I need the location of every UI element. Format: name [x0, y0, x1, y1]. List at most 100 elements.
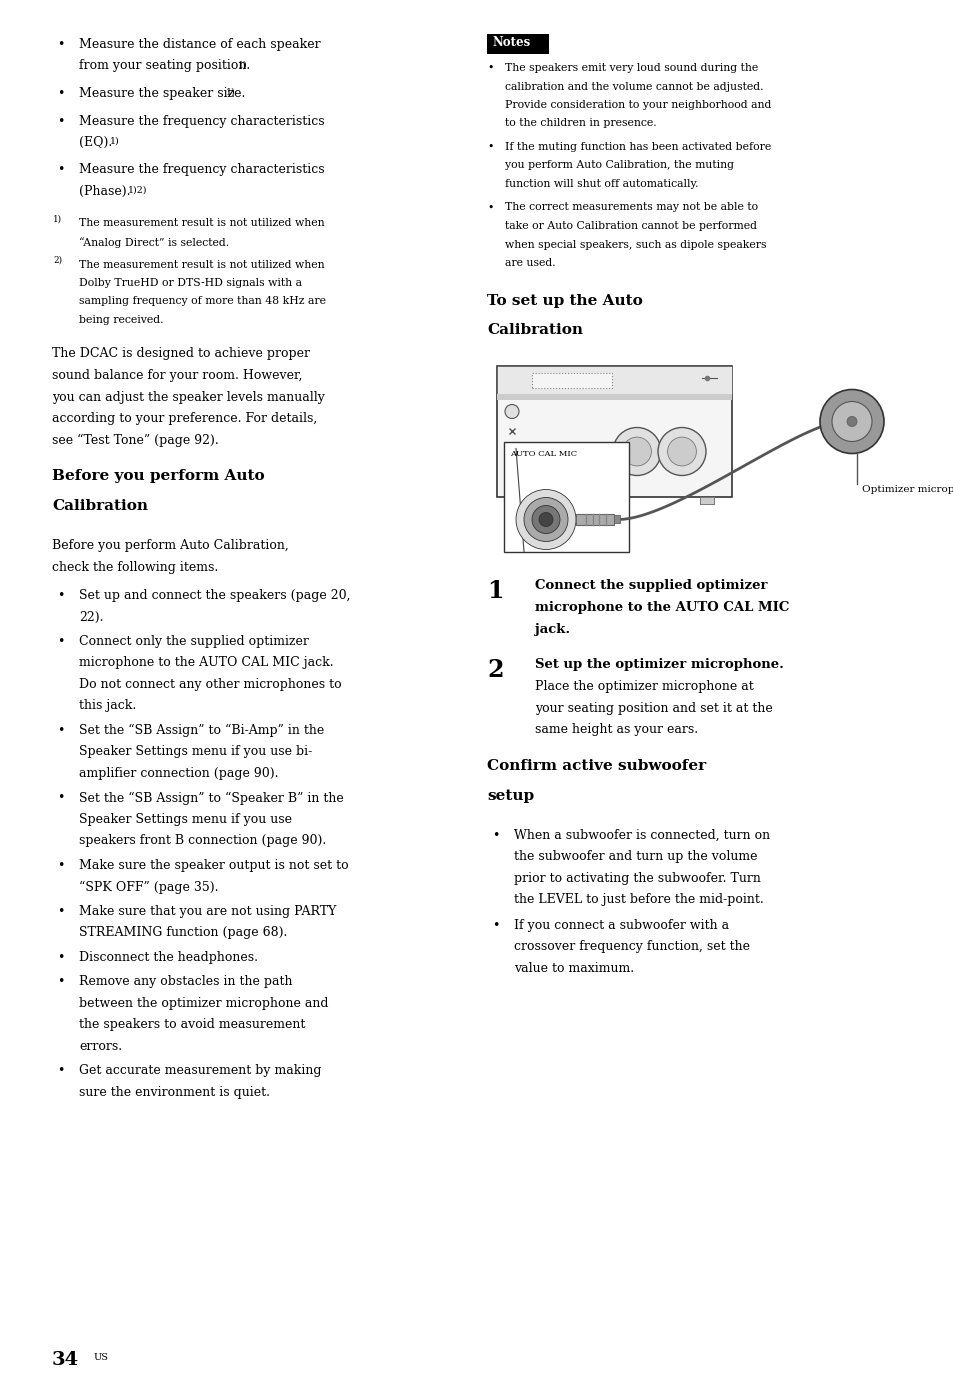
Text: sound balance for your room. However,: sound balance for your room. However, [52, 369, 302, 382]
Text: Before you perform Auto: Before you perform Auto [52, 470, 264, 483]
Text: calibration and the volume cannot be adjusted.: calibration and the volume cannot be adj… [504, 81, 762, 92]
Text: 2: 2 [486, 658, 503, 682]
Text: same height as your ears.: same height as your ears. [535, 724, 698, 736]
Text: from your seating position.: from your seating position. [79, 59, 250, 73]
Text: •: • [57, 163, 64, 177]
Bar [497, 367, 731, 497]
Circle shape [532, 505, 559, 534]
Text: (EQ).: (EQ). [79, 136, 112, 150]
Text: 1)2): 1)2) [128, 185, 147, 195]
Bar [486, 34, 548, 54]
Text: you perform Auto Calibration, the muting: you perform Auto Calibration, the muting [504, 161, 733, 170]
Bar [576, 514, 614, 524]
Text: •: • [57, 86, 64, 100]
Text: Disconnect the headphones.: Disconnect the headphones. [79, 951, 257, 964]
Text: Calibration: Calibration [486, 324, 582, 338]
Text: Set the “SB Assign” to “Speaker B” in the: Set the “SB Assign” to “Speaker B” in th… [79, 791, 343, 805]
Text: you can adjust the speaker levels manually: you can adjust the speaker levels manual… [52, 390, 325, 404]
Text: Get accurate measurement by making: Get accurate measurement by making [79, 1064, 321, 1078]
Text: the subwoofer and turn up the volume: the subwoofer and turn up the volume [514, 850, 757, 864]
Text: setup: setup [486, 789, 534, 803]
Bar [503, 442, 628, 552]
Text: If the muting function has been activated before: If the muting function has been activate… [504, 141, 770, 152]
Circle shape [820, 390, 883, 453]
Text: Measure the frequency characteristics: Measure the frequency characteristics [79, 114, 324, 128]
Text: 1: 1 [486, 578, 503, 603]
Text: •: • [57, 589, 64, 601]
Bar [700, 497, 713, 504]
Text: The DCAC is designed to achieve proper: The DCAC is designed to achieve proper [52, 347, 310, 361]
Text: •: • [486, 63, 493, 73]
Text: •: • [57, 114, 64, 128]
Text: Speaker Settings menu if you use bi-: Speaker Settings menu if you use bi- [79, 746, 312, 758]
Text: US: US [94, 1352, 109, 1362]
Text: Dolby TrueHD or DTS-HD signals with a: Dolby TrueHD or DTS-HD signals with a [79, 277, 302, 288]
Text: The correct measurements may not be able to: The correct measurements may not be able… [504, 202, 758, 213]
Text: 1): 1) [53, 214, 62, 224]
Text: function will shut off automatically.: function will shut off automatically. [504, 178, 698, 189]
Bar [522, 445, 531, 452]
Circle shape [831, 401, 871, 442]
Text: Measure the distance of each speaker: Measure the distance of each speaker [79, 38, 320, 51]
Text: sure the environment is quiet.: sure the environment is quiet. [79, 1086, 270, 1098]
Text: (Phase).: (Phase). [79, 185, 131, 198]
Text: •: • [486, 202, 493, 213]
Text: the LEVEL to just before the mid-point.: the LEVEL to just before the mid-point. [514, 894, 763, 906]
Text: 1): 1) [110, 137, 120, 146]
Circle shape [846, 416, 856, 427]
Text: speakers front B connection (page 90).: speakers front B connection (page 90). [79, 835, 326, 847]
Text: 2): 2) [53, 255, 62, 265]
Text: Calibration: Calibration [52, 498, 148, 514]
Text: STREAMING function (page 68).: STREAMING function (page 68). [79, 927, 287, 939]
Text: are used.: are used. [504, 258, 555, 268]
Text: amplifier connection (page 90).: amplifier connection (page 90). [79, 768, 278, 780]
Bar [497, 394, 731, 401]
Bar [497, 367, 731, 394]
Text: prior to activating the subwoofer. Turn: prior to activating the subwoofer. Turn [514, 872, 760, 886]
Text: Provide consideration to your neighborhood and: Provide consideration to your neighborho… [504, 100, 771, 110]
Text: •: • [57, 791, 64, 805]
Circle shape [658, 427, 705, 475]
Text: Speaker Settings menu if you use: Speaker Settings menu if you use [79, 813, 292, 827]
Text: microphone to the AUTO CAL MIC: microphone to the AUTO CAL MIC [535, 601, 788, 614]
Text: •: • [57, 859, 64, 872]
Text: AUTO CAL MIC: AUTO CAL MIC [510, 449, 577, 457]
Text: •: • [57, 975, 64, 989]
Text: •: • [492, 829, 498, 842]
Text: •: • [492, 919, 498, 932]
Text: see “Test Tone” (page 92).: see “Test Tone” (page 92). [52, 434, 218, 446]
Text: being received.: being received. [79, 314, 163, 325]
Text: Make sure the speaker output is not set to: Make sure the speaker output is not set … [79, 859, 348, 872]
Text: Make sure that you are not using PARTY: Make sure that you are not using PARTY [79, 905, 336, 919]
Circle shape [667, 437, 696, 465]
Text: Optimizer microphone: Optimizer microphone [862, 486, 953, 494]
Text: 34: 34 [52, 1351, 79, 1369]
Text: to the children in presence.: to the children in presence. [504, 118, 656, 129]
Text: •: • [486, 141, 493, 152]
Text: when special speakers, such as dipole speakers: when special speakers, such as dipole sp… [504, 239, 765, 250]
Text: between the optimizer microphone and: between the optimizer microphone and [79, 997, 328, 1011]
Circle shape [523, 497, 567, 541]
Text: “SPK OFF” (page 35).: “SPK OFF” (page 35). [79, 880, 218, 894]
Text: microphone to the AUTO CAL MIC jack.: microphone to the AUTO CAL MIC jack. [79, 656, 334, 670]
Bar [509, 442, 522, 454]
Text: The speakers emit very loud sound during the: The speakers emit very loud sound during… [504, 63, 758, 73]
Text: according to your preference. For details,: according to your preference. For detail… [52, 412, 317, 426]
Text: Measure the frequency characteristics: Measure the frequency characteristics [79, 163, 324, 177]
Text: errors.: errors. [79, 1039, 122, 1053]
Bar [532, 373, 612, 389]
Text: •: • [57, 951, 64, 964]
Text: Confirm active subwoofer: Confirm active subwoofer [486, 759, 705, 773]
Text: Measure the speaker size.: Measure the speaker size. [79, 86, 245, 100]
Text: Before you perform Auto Calibration,: Before you perform Auto Calibration, [52, 540, 289, 552]
Text: “Analog Direct” is selected.: “Analog Direct” is selected. [79, 238, 229, 247]
Text: Set the “SB Assign” to “Bi-Amp” in the: Set the “SB Assign” to “Bi-Amp” in the [79, 724, 324, 737]
Circle shape [516, 490, 576, 549]
Text: The measurement result is not utilized when: The measurement result is not utilized w… [79, 259, 324, 269]
Text: Set up the optimizer microphone.: Set up the optimizer microphone. [535, 658, 783, 671]
Text: •: • [57, 905, 64, 919]
Text: 1): 1) [226, 88, 235, 97]
Text: check the following items.: check the following items. [52, 560, 218, 574]
Text: 1): 1) [237, 60, 247, 70]
Bar [515, 497, 529, 504]
